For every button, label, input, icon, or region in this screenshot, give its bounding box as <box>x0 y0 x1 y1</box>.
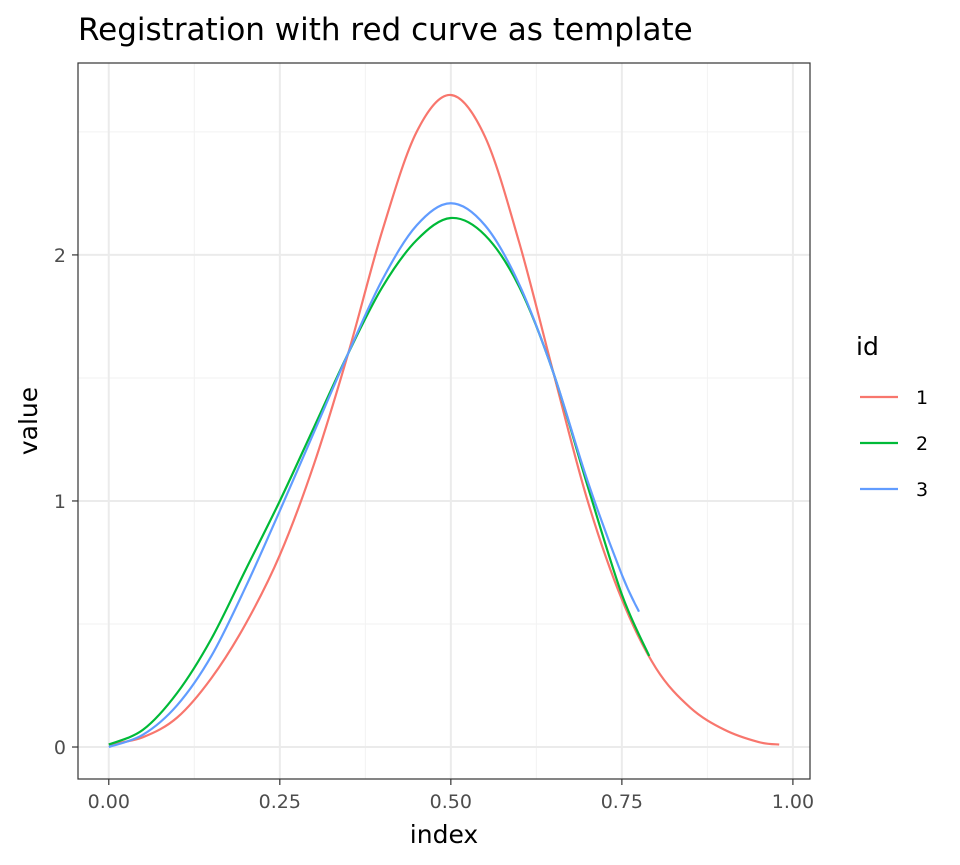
legend-title: id <box>856 332 879 361</box>
legend-label-2: 2 <box>916 433 928 455</box>
plot-panel <box>77 62 811 780</box>
x-tick-label: 0.00 <box>88 791 130 813</box>
chart-title: Registration with red curve as template <box>78 12 693 48</box>
series-line-3 <box>108 202 640 749</box>
y-tick-label: 1 <box>54 491 66 513</box>
y-tick-label: 2 <box>54 245 66 267</box>
legend-label-3: 3 <box>916 479 928 501</box>
legend: id 1 2 3 <box>856 332 928 501</box>
x-axis-title: index <box>410 820 478 849</box>
panel-background <box>78 63 810 779</box>
legend-label-1: 1 <box>916 387 928 409</box>
panel-border <box>77 62 811 780</box>
x-tick-label: 1.00 <box>772 791 814 813</box>
x-tick-label: 0.25 <box>259 791 301 813</box>
y-axis-title: value <box>14 387 43 455</box>
y-tick-label: 0 <box>54 737 66 759</box>
x-tick-label: 0.50 <box>430 791 472 813</box>
x-tick-label: 0.75 <box>601 791 643 813</box>
series-line-1 <box>108 93 780 746</box>
